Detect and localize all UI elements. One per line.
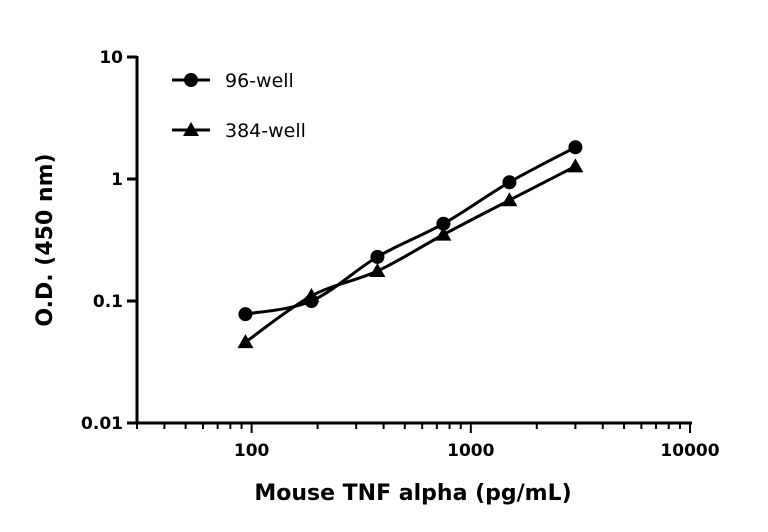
y-tick-label: 0.01 [81, 414, 123, 434]
data-point [369, 263, 386, 278]
axes: 100 1000 10000 0.01 0.1 1 10 [81, 48, 720, 461]
legend-marker [183, 122, 199, 136]
series-96-well [238, 140, 583, 322]
data-point [303, 287, 320, 302]
y-axis-label: O.D. (450 nm) [33, 153, 58, 326]
legend-marker [184, 73, 198, 87]
x-tick-label: 1000 [447, 441, 494, 461]
x-tick-label: 100 [234, 441, 270, 461]
legend: 96-well 384-well [172, 70, 306, 142]
data-point [568, 140, 583, 155]
series-line [245, 145, 577, 316]
y-tick-label: 1 [111, 170, 123, 190]
series-384-well [237, 158, 584, 349]
legend-item: 96-well [172, 70, 294, 92]
x-axis-label: Mouse TNF alpha (pg/mL) [254, 481, 571, 506]
data-point [370, 249, 385, 264]
y-tick-label: 10 [99, 48, 123, 68]
legend-item: 384-well [172, 120, 306, 142]
legend-label: 96-well [225, 70, 294, 92]
series-layer [237, 140, 584, 349]
data-point [501, 192, 518, 207]
data-point [502, 175, 517, 190]
series-line [244, 165, 577, 344]
data-point [238, 307, 253, 322]
data-point [436, 216, 451, 231]
legend-label: 384-well [225, 120, 306, 142]
data-point [435, 226, 452, 241]
y-tick-label: 0.1 [93, 292, 123, 312]
data-point [237, 334, 254, 349]
data-point [567, 158, 584, 173]
x-tick-label: 10000 [660, 441, 719, 461]
